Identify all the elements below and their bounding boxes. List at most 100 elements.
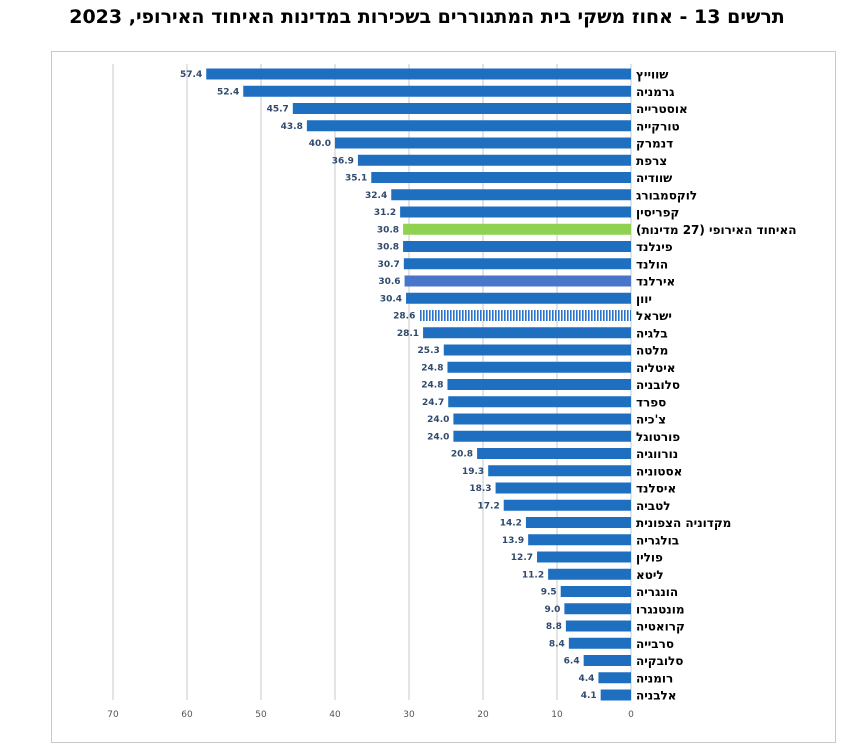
category-label: סרבייה — [636, 637, 674, 651]
bar — [495, 482, 631, 494]
bar — [443, 344, 631, 356]
category-label: סלובניה — [636, 378, 680, 392]
chart-frame — [51, 51, 836, 743]
bar — [548, 568, 631, 580]
x-tick-label: 20 — [477, 710, 489, 720]
category-label: צרפת — [636, 154, 667, 168]
data-label: 30.8 — [377, 243, 399, 253]
category-label: ליטא — [636, 568, 664, 582]
category-label: לטביה — [636, 499, 671, 513]
category-label: איסלנד — [636, 482, 676, 496]
category-label: דנמרק — [636, 137, 673, 151]
data-label: 36.9 — [332, 156, 354, 166]
bar — [419, 310, 631, 321]
bar — [403, 258, 631, 270]
bar — [447, 361, 631, 373]
data-label: 45.7 — [267, 105, 289, 115]
bar — [564, 603, 631, 615]
bar — [488, 465, 631, 477]
data-label: 24.7 — [422, 398, 444, 408]
data-label: 24.8 — [421, 363, 443, 373]
category-label: מקדוניה הצפונית — [636, 516, 731, 530]
data-label: 32.4 — [365, 191, 387, 201]
category-label: קרואטיה — [636, 620, 685, 634]
category-label: שווייץ — [636, 68, 668, 82]
bar — [598, 672, 631, 684]
category-label: בלגיה — [636, 326, 668, 340]
category-label: הולנד — [636, 257, 668, 271]
x-tick-label: 60 — [181, 710, 193, 720]
bar — [335, 137, 631, 149]
data-label: 20.8 — [451, 450, 473, 460]
category-label: רומניה — [636, 671, 673, 685]
data-label: 18.3 — [469, 484, 491, 494]
data-label: 4.4 — [578, 674, 594, 684]
data-label: 17.2 — [478, 501, 500, 511]
bar — [477, 448, 631, 459]
category-label: ספרד — [636, 395, 666, 409]
data-label: 52.4 — [217, 87, 239, 97]
data-label: 24.0 — [427, 432, 449, 442]
data-label: 28.6 — [393, 312, 415, 322]
x-tick-label: 10 — [551, 710, 563, 720]
data-label: 13.9 — [502, 536, 524, 546]
data-label: 30.7 — [378, 260, 400, 270]
data-label: 43.8 — [281, 122, 303, 132]
bar — [423, 327, 631, 339]
data-label: 35.1 — [345, 174, 367, 184]
bar — [403, 223, 631, 235]
data-label: 40.0 — [309, 139, 331, 149]
bar — [403, 241, 631, 252]
bar — [357, 154, 631, 166]
bar — [568, 637, 631, 649]
bar — [406, 292, 631, 304]
category-label: האיחוד האירופי (27 מדינות) — [636, 223, 796, 237]
category-label: נורווגיה — [636, 447, 678, 461]
bar — [391, 189, 631, 201]
category-label: מונטנגרו — [636, 602, 685, 616]
data-label: 25.3 — [418, 346, 440, 356]
category-label: איטליה — [636, 361, 675, 375]
data-label: 14.2 — [500, 519, 522, 529]
x-tick-label: 70 — [107, 710, 119, 720]
category-label: אלבניה — [636, 689, 677, 703]
category-label: בולגריה — [636, 533, 679, 547]
data-label: 12.7 — [511, 553, 533, 563]
data-label: 24.0 — [427, 415, 449, 425]
category-label: פולין — [636, 551, 663, 565]
category-label: אוסטרייה — [636, 102, 688, 116]
category-label: טורקייה — [636, 119, 680, 133]
data-label: 31.2 — [374, 208, 396, 218]
data-label: 19.3 — [462, 467, 484, 477]
data-label: 9.5 — [541, 588, 557, 598]
bar — [400, 206, 631, 218]
bar — [206, 68, 632, 80]
category-label: לוקסמבורג — [636, 188, 697, 202]
x-axis-ticks: 70 60 50 40 30 20 10 0 — [107, 710, 634, 720]
data-label: 30.4 — [380, 294, 402, 304]
labels: 57.4 שווייץ 52.4 גרמניה 45.7 אוסטרייה 43.8 טורק… — [180, 68, 796, 703]
bar — [453, 413, 631, 425]
bar — [447, 379, 631, 390]
data-label: 9.0 — [544, 605, 560, 615]
data-label: 11.2 — [522, 570, 544, 580]
bar — [525, 517, 631, 528]
data-label: 4.1 — [581, 691, 597, 701]
data-label: 24.8 — [421, 381, 443, 391]
data-label: 6.4 — [564, 657, 580, 667]
bar — [583, 655, 631, 666]
category-label: גרמניה — [636, 85, 675, 99]
category-label: אירלנד — [636, 275, 675, 289]
bar — [560, 586, 631, 597]
data-label: 57.4 — [180, 70, 202, 80]
data-label: 8.4 — [549, 639, 565, 649]
bars — [206, 68, 632, 701]
bar — [243, 85, 632, 97]
bar — [404, 275, 631, 287]
data-label: 30.8 — [377, 225, 399, 235]
bar — [503, 499, 631, 511]
x-tick-label: 40 — [329, 710, 341, 720]
bar — [537, 551, 631, 563]
x-tick-label: 50 — [255, 710, 267, 720]
